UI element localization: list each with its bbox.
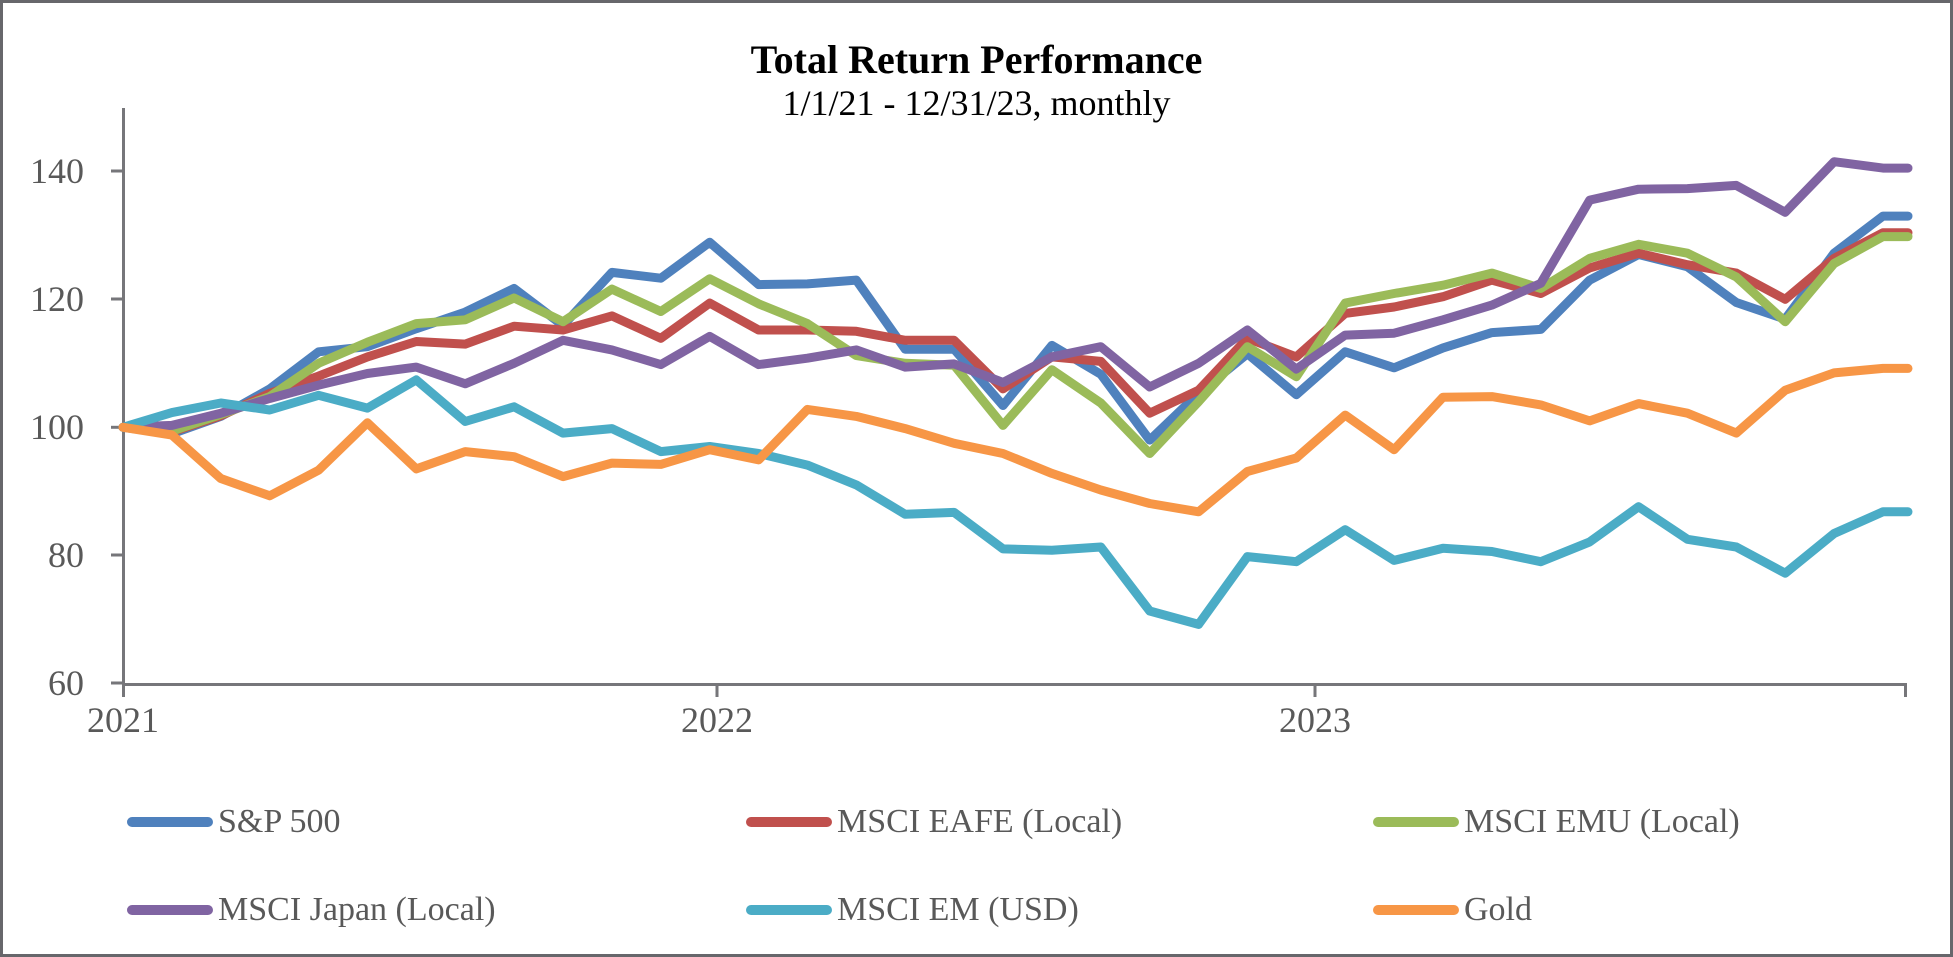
legend-swatch-sp500 — [127, 817, 213, 827]
series-line-gold — [118, 363, 1913, 517]
chart-subtitle: 1/1/21 - 12/31/23, monthly — [782, 83, 1171, 123]
y-axis-label-120: 120 — [30, 279, 84, 319]
legend-item-sp500: S&P 500 — [127, 800, 341, 844]
series-layer — [118, 157, 1913, 629]
legend-item-msci-emu: MSCI EMU (Local) — [1373, 800, 1740, 844]
legend-label-msci-emu: MSCI EMU (Local) — [1464, 803, 1740, 840]
legend-item-gold: Gold — [1373, 888, 1532, 932]
legend-swatch-gold — [1373, 905, 1459, 915]
legend-label-msci-eafe: MSCI EAFE (Local) — [837, 803, 1123, 840]
y-axis-label-80: 80 — [48, 535, 84, 575]
legend-swatch-msci-eafe — [746, 817, 832, 827]
chart-title: Total Return Performance — [750, 37, 1203, 82]
legend-swatch-msci-emu — [1373, 817, 1459, 827]
axes — [111, 108, 1907, 697]
legend-item-msci-em: MSCI EM (USD) — [746, 888, 1079, 932]
y-axis-label-100: 100 — [30, 407, 84, 447]
x-axis-label-2023: 2023 — [1279, 700, 1351, 740]
y-axis-label-140: 140 — [30, 151, 84, 191]
series-line-msci-emu-local — [118, 232, 1913, 458]
legend-label-sp500: S&P 500 — [218, 803, 341, 840]
series-line-msci-japan-local — [118, 157, 1913, 432]
legend-label-msci-em: MSCI EM (USD) — [837, 891, 1079, 928]
legend-swatch-msci-japan — [127, 905, 213, 915]
series-line-msci-em-usd — [118, 375, 1913, 629]
legend-label-gold: Gold — [1464, 891, 1532, 928]
legend-label-msci-japan: MSCI Japan (Local) — [218, 891, 496, 928]
x-axis-label-2022: 2022 — [681, 700, 753, 740]
y-axis-label-60: 60 — [48, 663, 84, 703]
x-axis-label-2021: 2021 — [87, 700, 159, 740]
legend-swatch-msci-em — [746, 905, 832, 915]
legend-item-msci-eafe: MSCI EAFE (Local) — [746, 800, 1122, 844]
legend-item-msci-japan: MSCI Japan (Local) — [127, 888, 496, 932]
